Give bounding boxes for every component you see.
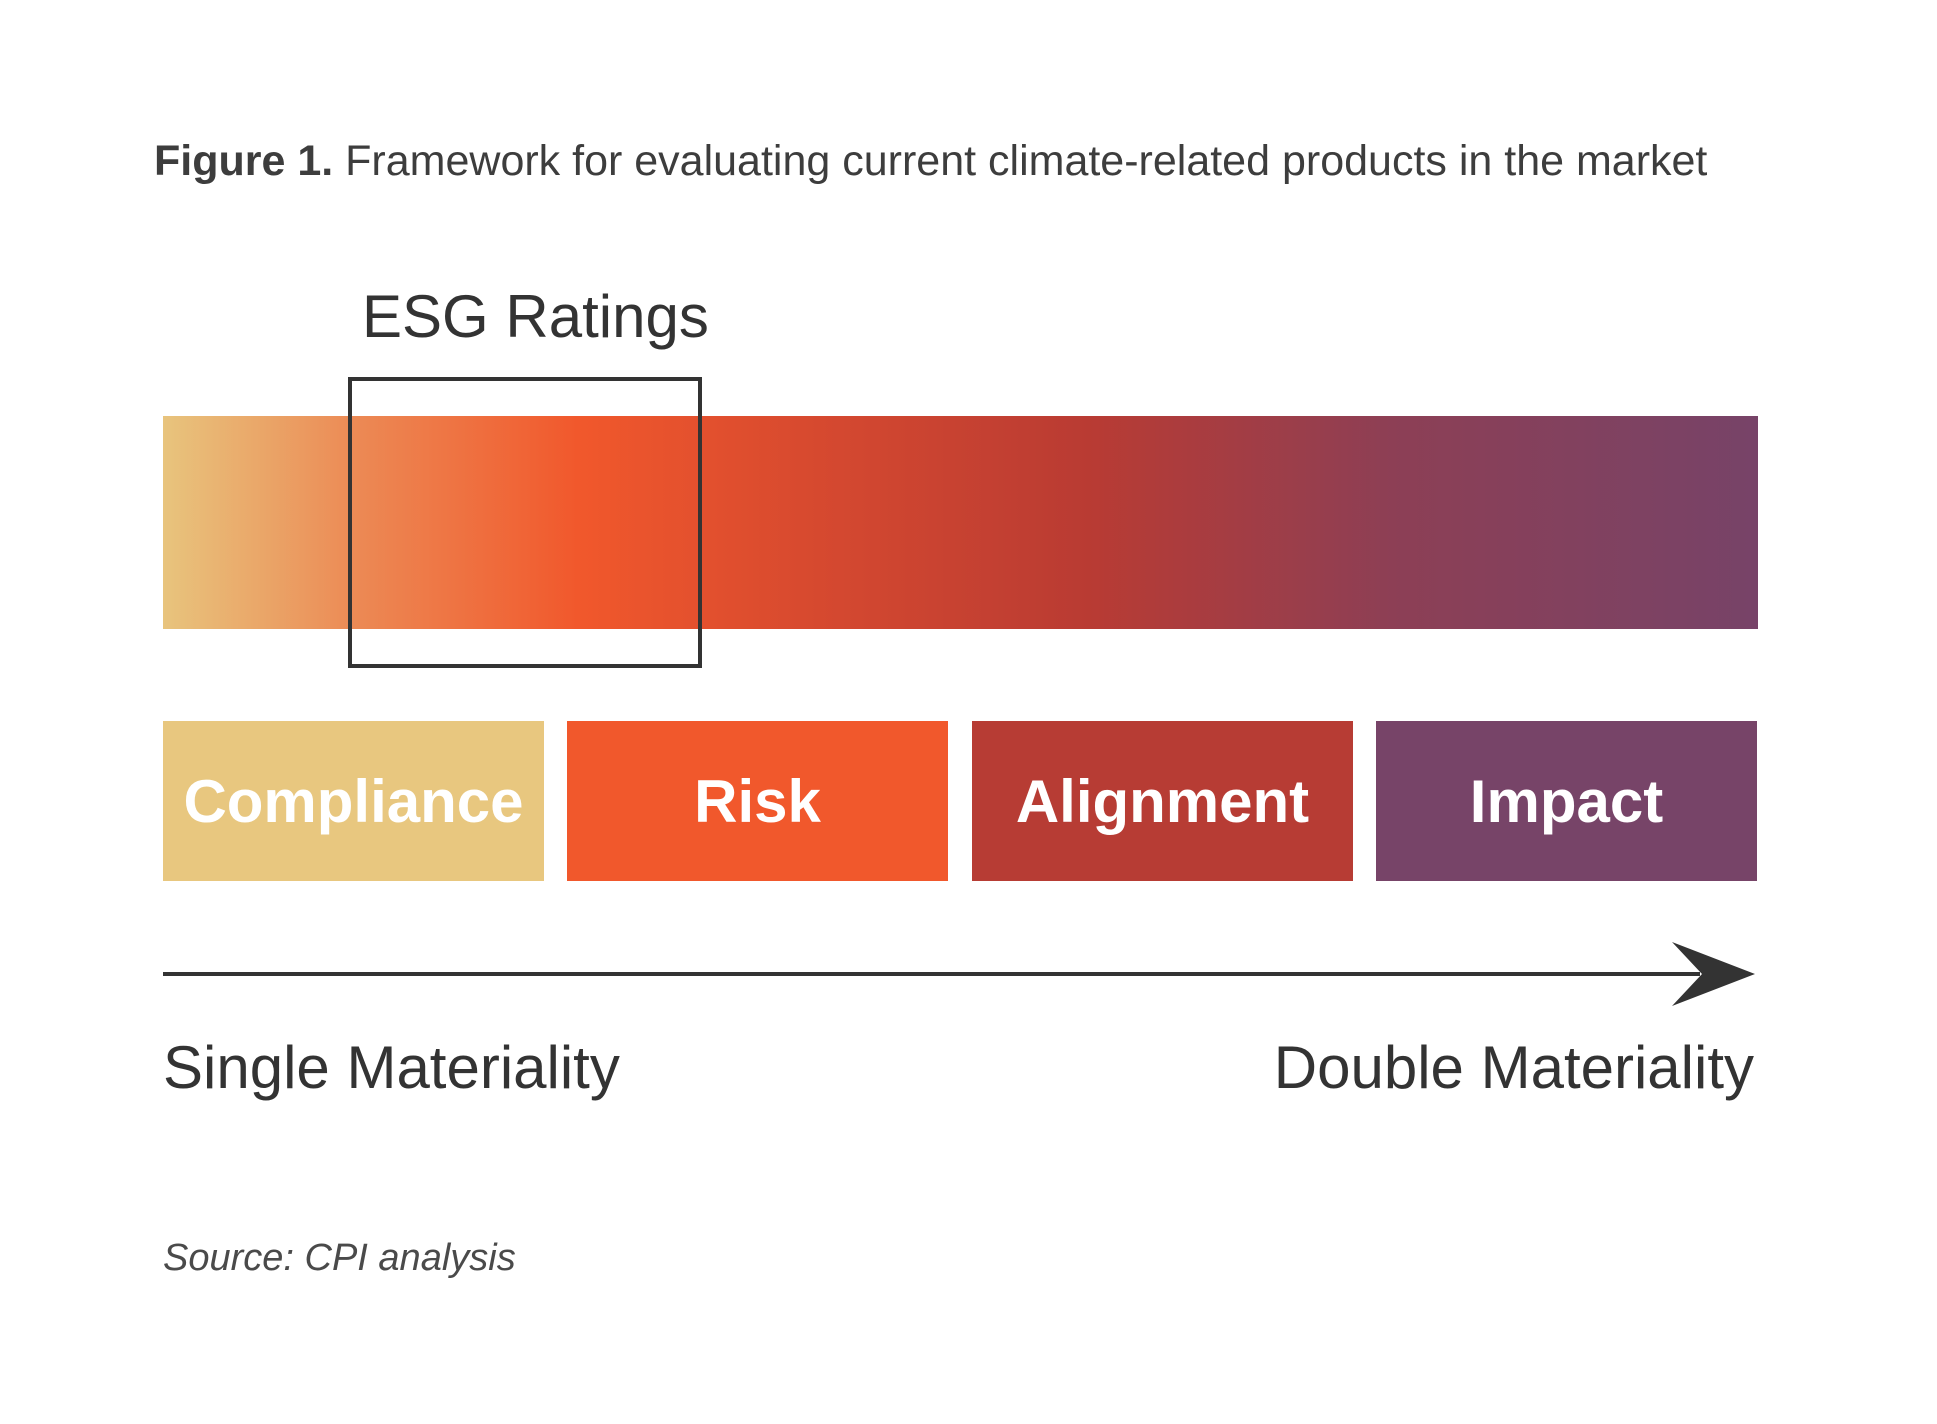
category-impact: Impact: [1376, 721, 1757, 881]
source-note: Source: CPI analysis: [163, 1237, 516, 1279]
esg-ratings-highlight-box: [348, 377, 702, 668]
materiality-gradient-bar: [163, 416, 1758, 629]
category-compliance: Compliance: [163, 721, 544, 881]
category-alignment: Alignment: [972, 721, 1353, 881]
category-risk: Risk: [567, 721, 948, 881]
single-materiality-label: Single Materiality: [163, 1034, 620, 1101]
esg-ratings-label: ESG Ratings: [362, 283, 709, 350]
arrow-right-icon: [1672, 942, 1755, 1006]
figure-label: Figure 1.: [154, 137, 334, 185]
figure-title-text: Framework for evaluating current climate…: [345, 137, 1708, 185]
figure-title: Figure 1. Framework for evaluating curre…: [154, 133, 1707, 189]
double-materiality-label: Double Materiality: [1273, 1034, 1754, 1101]
